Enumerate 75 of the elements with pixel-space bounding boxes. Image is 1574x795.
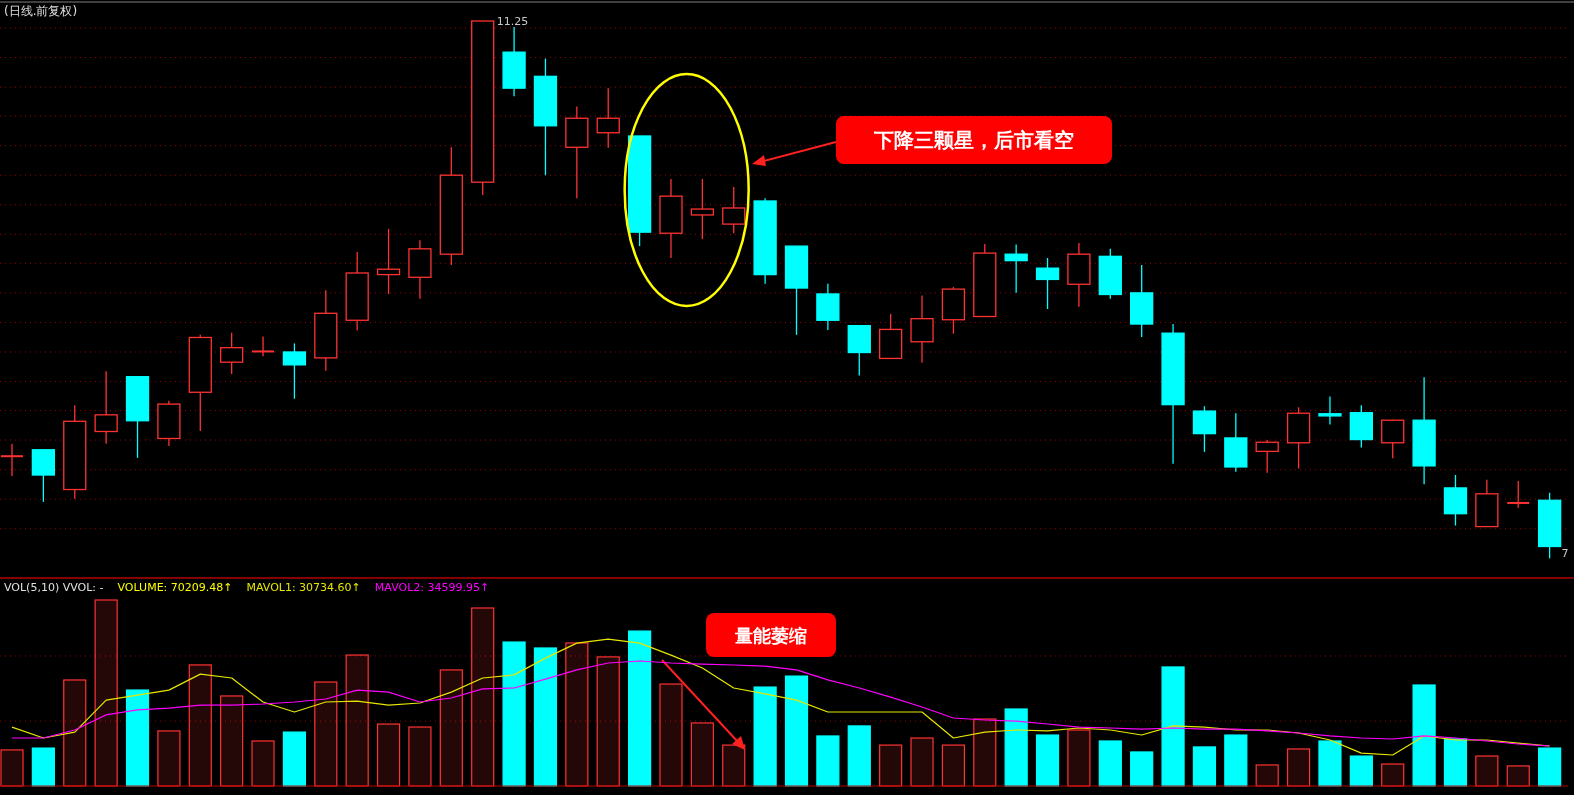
bar [439,669,463,787]
bar [376,723,401,787]
bar [1349,755,1373,787]
bar [565,642,589,787]
candlestick [722,186,746,234]
candlestick [94,370,118,445]
bar [533,647,558,787]
bar [125,689,150,787]
bar [1286,748,1311,787]
annotation: 7 [1561,547,1569,561]
candlestick [910,294,934,364]
bar [345,654,369,787]
bar [1475,755,1499,787]
bar [0,749,24,787]
bar [659,683,683,787]
candlestick [1318,395,1342,426]
bar [94,599,118,787]
chart-title: VOL(5,10) VVOL: - [4,581,104,594]
bar [188,664,212,787]
bar [941,744,965,787]
bar [282,731,307,787]
bar [1255,764,1279,787]
candlestick [596,87,620,149]
bar [910,737,934,787]
bar [596,656,620,787]
bar [220,695,244,787]
bar [816,735,840,787]
bar [1098,740,1122,787]
candlestick [1507,480,1530,509]
chart-title: (日线.前复权) [4,4,78,18]
bar [63,679,87,787]
bar [1318,740,1342,787]
annotation: 下降三颗星，后市看空 [873,128,1074,152]
bar [251,740,275,787]
bar [753,686,777,787]
bar [1004,708,1028,787]
bar [1381,763,1405,787]
candlestick [1004,243,1028,294]
annotation: 11.25 [496,15,529,28]
bar [471,607,495,787]
candlestick [220,331,244,375]
candlestick [1035,257,1060,310]
bar [690,722,714,787]
bar [408,726,432,787]
text: MAVOL2: 34599.95↑ [374,581,490,594]
bar [502,641,526,787]
bar [157,730,181,787]
text: MAVOL1: 30734.60↑ [246,581,361,594]
candlestick [1192,405,1217,453]
annotation: 量能萎缩 [734,625,807,646]
bar [1443,738,1468,787]
bar [847,725,871,787]
bar [1224,734,1248,787]
bar [1412,684,1436,787]
text: VOLUME: 70209.48↑ [117,581,233,594]
candlestick [376,228,401,295]
bar [784,675,809,787]
bar [1067,729,1091,787]
bar [1192,746,1217,787]
candlestick [1,443,23,477]
candlestick [252,335,275,357]
candlestick [282,342,307,400]
bar [628,630,652,787]
bar [31,747,55,787]
bar [1538,747,1562,787]
candlestick [1255,439,1279,474]
bar [1506,765,1530,787]
candlestick [690,178,715,240]
bar [1161,666,1185,787]
candlestick [1381,419,1405,460]
bar [973,718,997,787]
bar [1130,751,1154,787]
bar [879,744,903,787]
bar [314,681,338,787]
bar [1035,734,1060,787]
